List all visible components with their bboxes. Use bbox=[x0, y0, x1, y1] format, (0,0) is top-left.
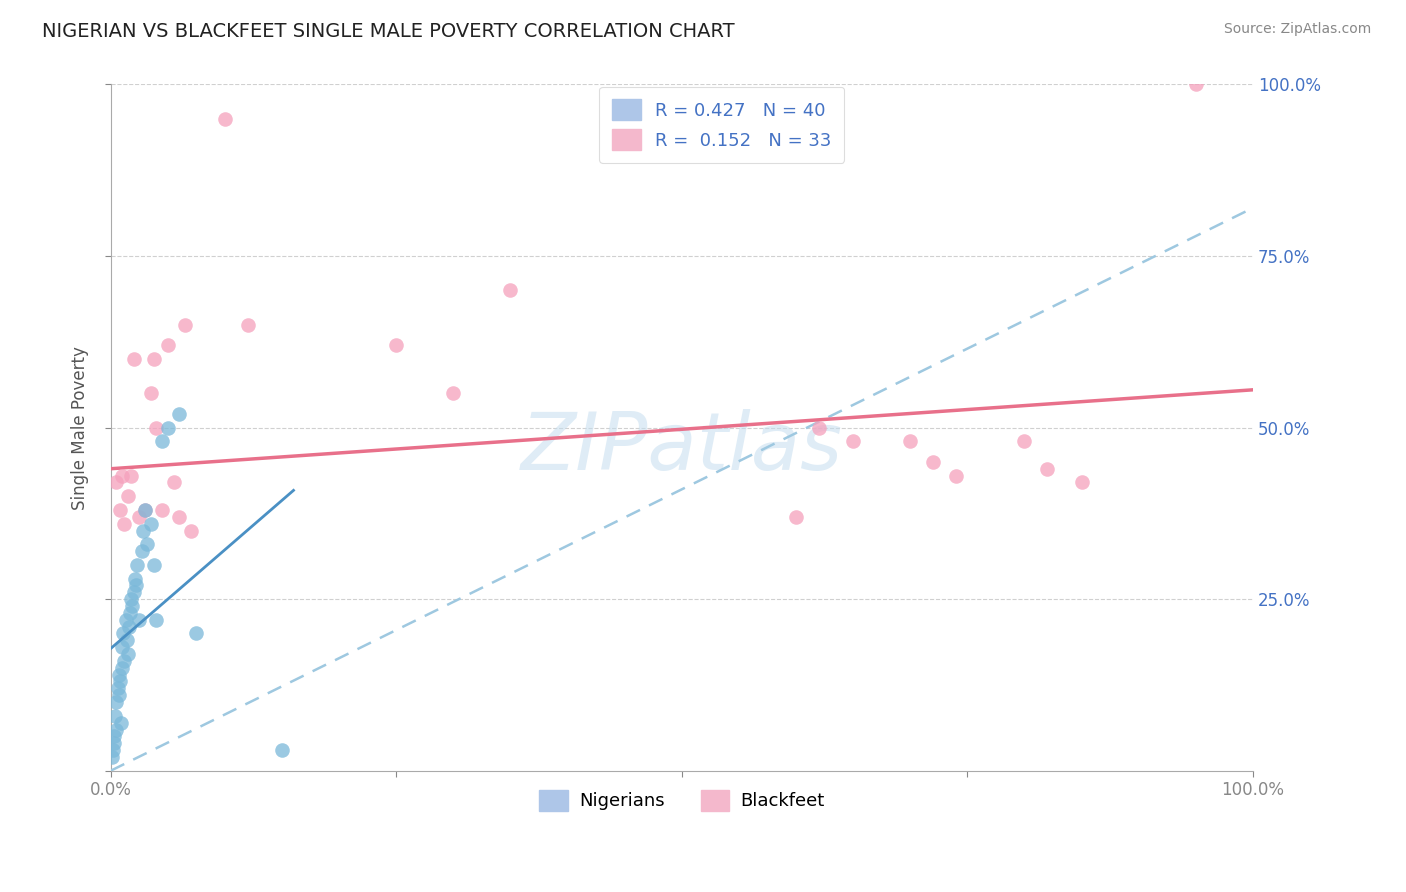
Point bbox=[1184, 78, 1206, 92]
Point bbox=[922, 455, 945, 469]
Point bbox=[104, 708, 127, 723]
Point bbox=[162, 475, 184, 490]
Point bbox=[128, 613, 150, 627]
Point bbox=[105, 475, 128, 490]
Point bbox=[180, 524, 202, 538]
Point bbox=[122, 351, 145, 366]
Point bbox=[107, 688, 129, 702]
Point bbox=[169, 509, 191, 524]
Point bbox=[156, 338, 179, 352]
Point bbox=[108, 503, 131, 517]
Point bbox=[898, 434, 921, 449]
Point bbox=[143, 558, 166, 572]
Point bbox=[105, 723, 128, 737]
Point bbox=[125, 558, 148, 572]
Point bbox=[118, 619, 141, 633]
Text: ZIPatlas: ZIPatlas bbox=[520, 409, 842, 487]
Point bbox=[441, 386, 464, 401]
Point bbox=[120, 592, 142, 607]
Point bbox=[174, 318, 197, 332]
Point bbox=[117, 489, 139, 503]
Point bbox=[499, 283, 522, 297]
Point bbox=[128, 509, 150, 524]
Point bbox=[101, 750, 124, 764]
Point bbox=[103, 730, 125, 744]
Point bbox=[150, 503, 173, 517]
Point bbox=[114, 654, 136, 668]
Point bbox=[111, 640, 134, 655]
Point bbox=[156, 420, 179, 434]
Point bbox=[115, 633, 138, 648]
Point bbox=[271, 743, 294, 757]
Point bbox=[134, 503, 156, 517]
Point bbox=[145, 420, 167, 434]
Point bbox=[139, 386, 162, 401]
Point bbox=[107, 681, 129, 696]
Point bbox=[385, 338, 408, 352]
Point bbox=[111, 468, 134, 483]
Point bbox=[945, 468, 967, 483]
Text: Source: ZipAtlas.com: Source: ZipAtlas.com bbox=[1223, 22, 1371, 37]
Point bbox=[807, 420, 830, 434]
Point bbox=[842, 434, 865, 449]
Point bbox=[112, 626, 135, 640]
Point bbox=[114, 516, 136, 531]
Point bbox=[125, 578, 148, 592]
Point bbox=[117, 647, 139, 661]
Point bbox=[236, 318, 259, 332]
Point bbox=[186, 626, 208, 640]
Point bbox=[1014, 434, 1036, 449]
Point bbox=[785, 509, 807, 524]
Point bbox=[214, 112, 236, 126]
Point bbox=[143, 351, 166, 366]
Point bbox=[132, 524, 155, 538]
Point bbox=[136, 537, 159, 551]
Point bbox=[107, 667, 129, 681]
Point bbox=[108, 674, 131, 689]
Point bbox=[1070, 475, 1092, 490]
Point bbox=[131, 544, 153, 558]
Point bbox=[111, 661, 134, 675]
Point bbox=[110, 715, 132, 730]
Point bbox=[120, 606, 142, 620]
Point bbox=[1036, 461, 1059, 475]
Point bbox=[114, 613, 136, 627]
Point bbox=[121, 599, 143, 613]
Point bbox=[124, 572, 146, 586]
Point bbox=[169, 407, 191, 421]
Point bbox=[120, 468, 142, 483]
Point bbox=[150, 434, 173, 449]
Point bbox=[139, 516, 162, 531]
Point bbox=[105, 695, 128, 709]
Point bbox=[134, 503, 156, 517]
Y-axis label: Single Male Poverty: Single Male Poverty bbox=[72, 345, 89, 509]
Point bbox=[103, 736, 125, 750]
Legend: Nigerians, Blackfeet: Nigerians, Blackfeet bbox=[526, 777, 837, 823]
Point bbox=[145, 613, 167, 627]
Text: NIGERIAN VS BLACKFEET SINGLE MALE POVERTY CORRELATION CHART: NIGERIAN VS BLACKFEET SINGLE MALE POVERT… bbox=[42, 22, 735, 41]
Point bbox=[122, 585, 145, 599]
Point bbox=[101, 743, 124, 757]
